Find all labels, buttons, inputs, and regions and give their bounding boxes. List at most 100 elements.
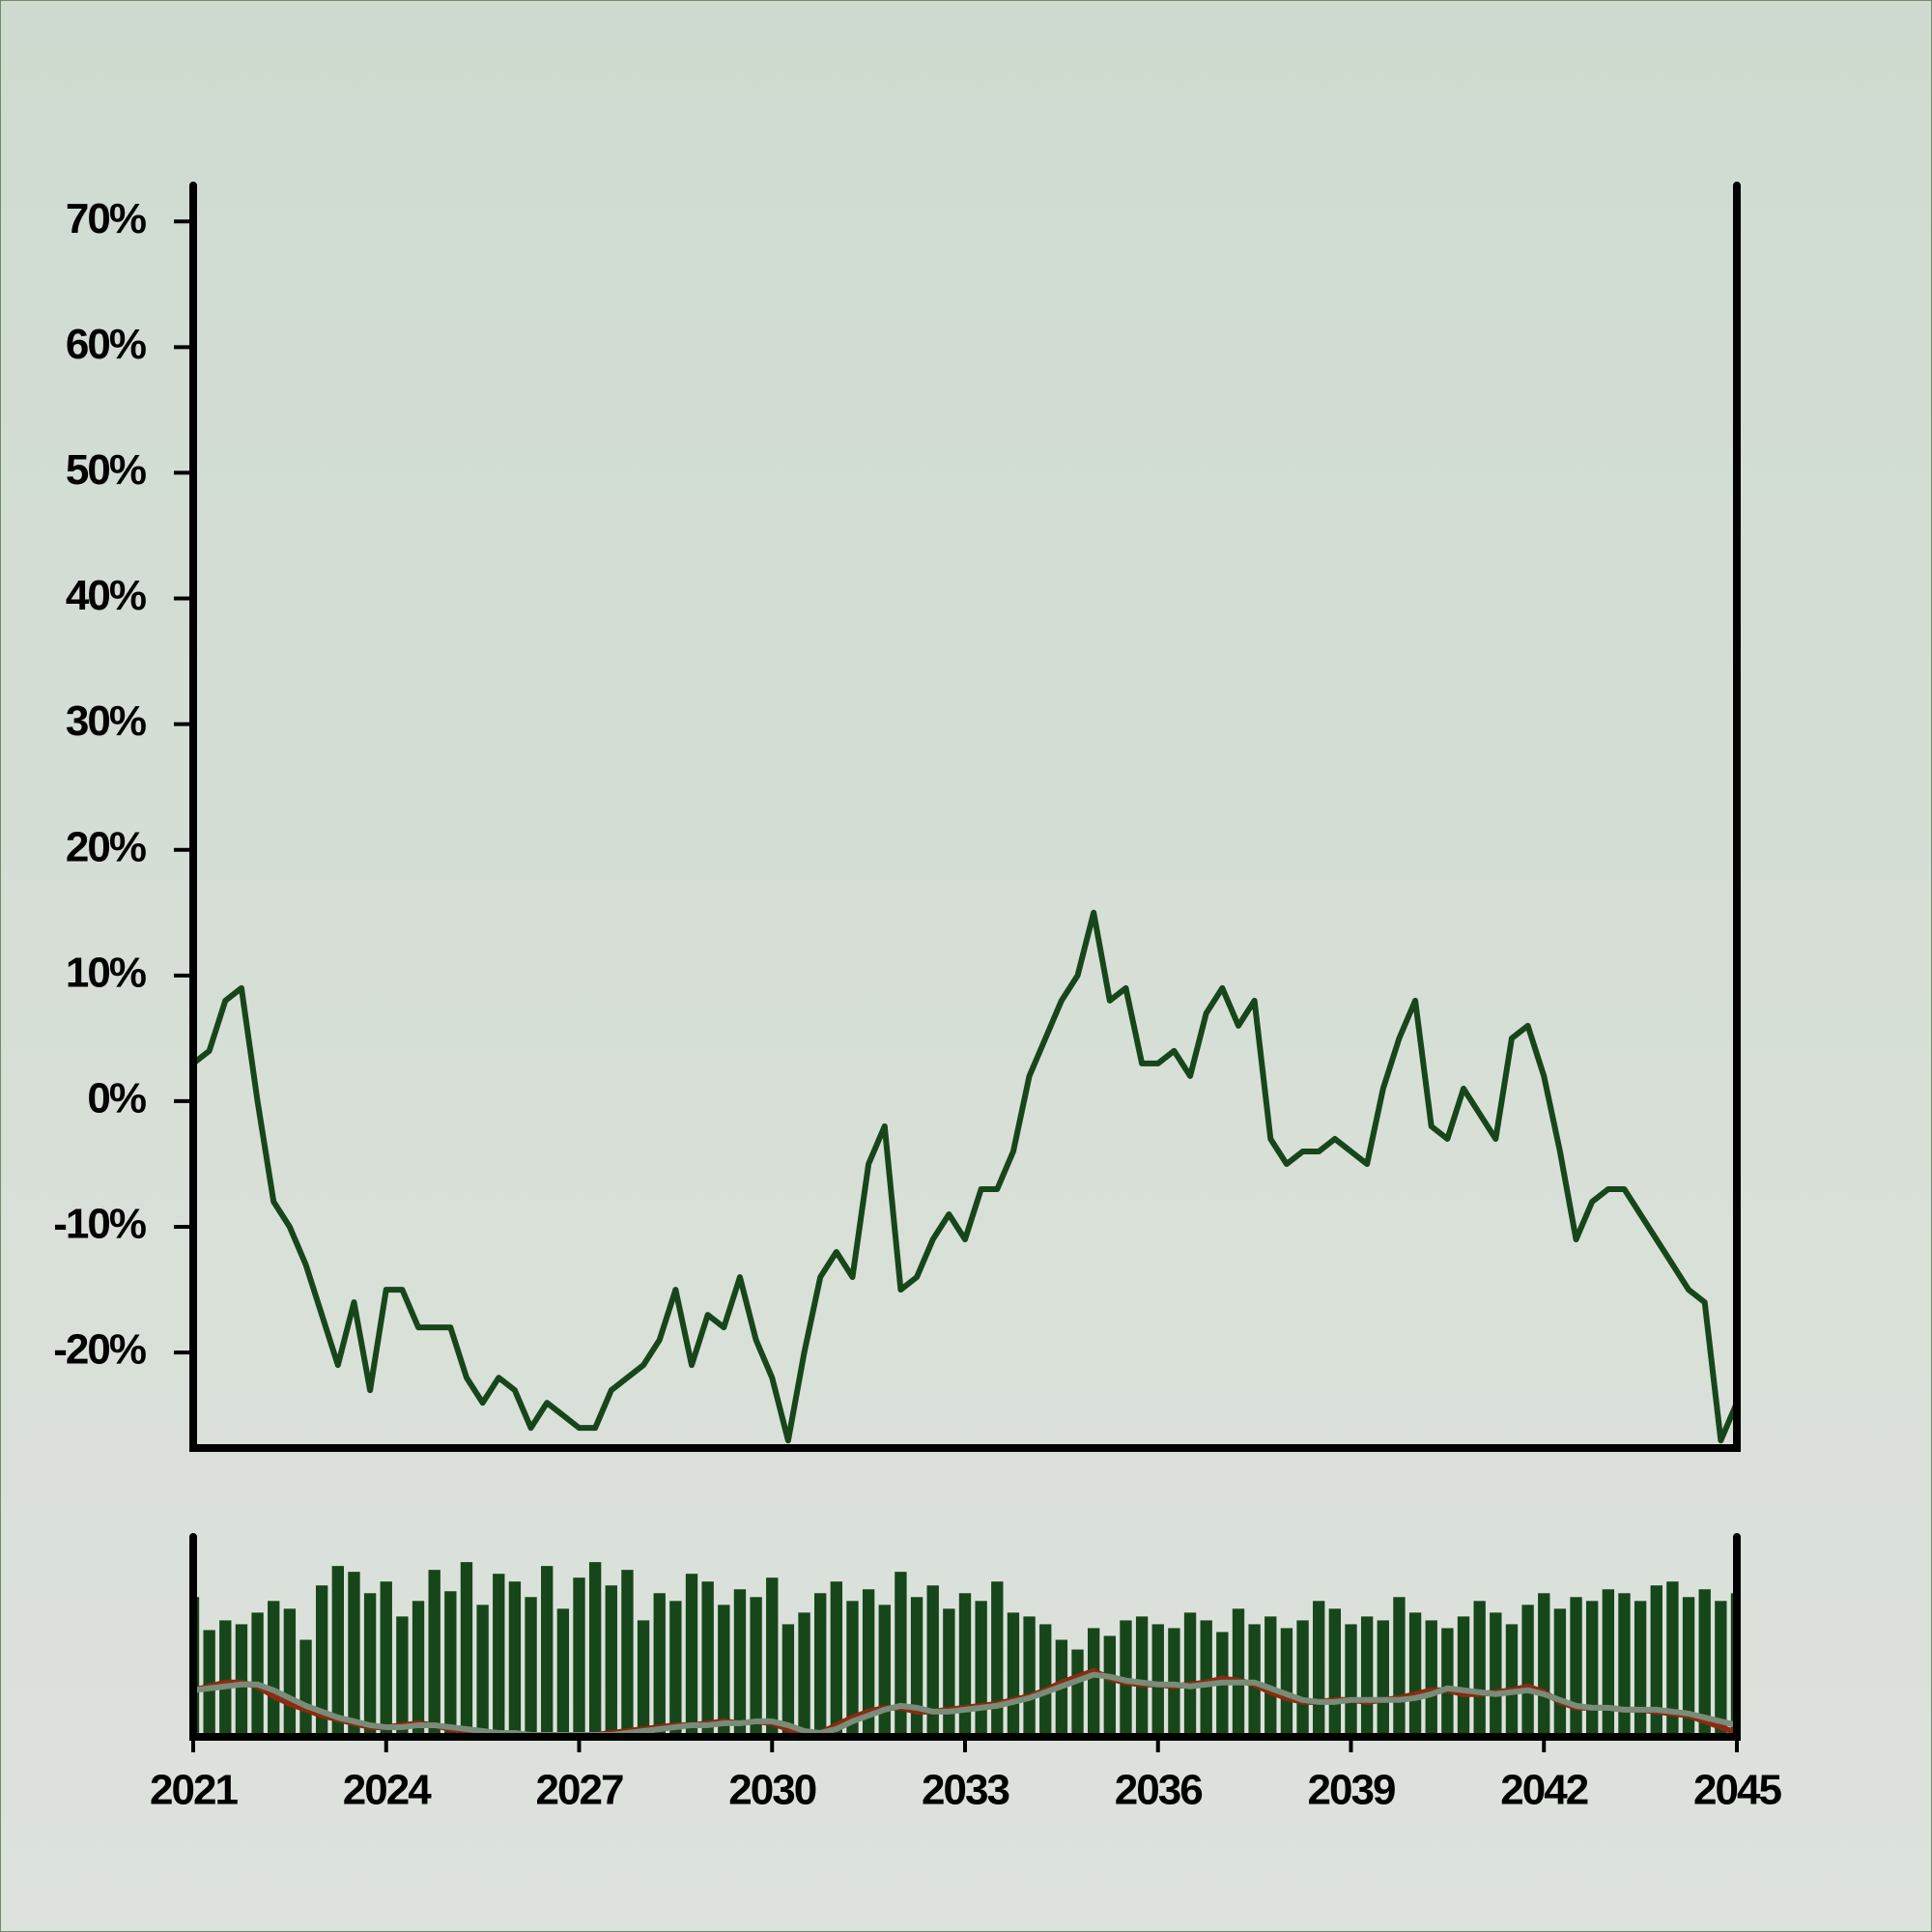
bar [701, 1581, 714, 1737]
y-tick-label: -10% [53, 1201, 146, 1248]
bar [895, 1572, 907, 1737]
bar [605, 1585, 617, 1737]
bar [315, 1585, 328, 1737]
bar [1441, 1628, 1454, 1737]
bar [1328, 1608, 1342, 1737]
bar [1618, 1593, 1631, 1737]
bar [251, 1612, 264, 1737]
bar [508, 1581, 522, 1737]
bar [460, 1562, 473, 1737]
bar [1473, 1601, 1486, 1737]
x-tick-label: 2033 [922, 1767, 1009, 1814]
bar [1039, 1624, 1052, 1737]
x-tick-label: 2024 [343, 1767, 432, 1814]
bar [556, 1608, 570, 1737]
bar [621, 1570, 634, 1737]
bar [588, 1562, 602, 1737]
bar [1360, 1616, 1374, 1737]
bar [1023, 1616, 1036, 1737]
bar [1457, 1616, 1470, 1737]
bar [283, 1608, 297, 1737]
bar [1553, 1608, 1567, 1737]
bar [1087, 1628, 1100, 1737]
bar [1586, 1601, 1599, 1737]
y-tick-label: 30% [66, 697, 146, 745]
bar [1103, 1635, 1116, 1737]
y-tick-label: 40% [66, 572, 146, 619]
line [193, 909, 1737, 1444]
bar [1183, 1612, 1197, 1737]
bar [685, 1574, 698, 1737]
bar [975, 1601, 987, 1737]
bar [331, 1566, 344, 1737]
y-tick-label: 50% [66, 446, 146, 494]
bar [1393, 1597, 1406, 1737]
bar [1232, 1608, 1245, 1737]
bar [412, 1601, 425, 1737]
bar [1200, 1620, 1212, 1737]
bar [444, 1591, 457, 1737]
bar [525, 1597, 537, 1737]
x-tick-label: 2036 [1115, 1767, 1202, 1814]
bar [1264, 1616, 1277, 1737]
bar [1425, 1620, 1437, 1737]
bar [1650, 1585, 1662, 1737]
bar [1135, 1616, 1149, 1737]
bar [958, 1593, 972, 1737]
x-tick-label: 2039 [1308, 1767, 1395, 1814]
bar [1715, 1601, 1727, 1737]
x-tick-label: 2030 [728, 1767, 815, 1814]
bar [766, 1577, 779, 1737]
y-tick-label: 70% [66, 195, 146, 242]
bar [1538, 1593, 1550, 1737]
bar [750, 1597, 762, 1737]
plot-area [193, 909, 1737, 1444]
bar [1408, 1612, 1422, 1737]
bar [1570, 1597, 1582, 1737]
bar [1296, 1620, 1309, 1737]
y-tick-label: 60% [66, 321, 146, 368]
bar [493, 1574, 505, 1737]
bar [1666, 1581, 1679, 1737]
bar [428, 1570, 440, 1737]
bar [1634, 1601, 1647, 1737]
x-tick-label: 2045 [1693, 1767, 1781, 1814]
bar [363, 1593, 377, 1737]
bar [814, 1593, 827, 1737]
bar [830, 1581, 843, 1737]
bar [1280, 1628, 1293, 1737]
bar [926, 1585, 939, 1737]
line [193, 1671, 1737, 1737]
bar [862, 1589, 875, 1737]
bar [669, 1601, 682, 1737]
y-tick-label: -20% [53, 1326, 146, 1374]
bar [1521, 1605, 1534, 1737]
bar [910, 1597, 923, 1737]
bar [1007, 1612, 1020, 1737]
bar [219, 1620, 232, 1737]
bar [733, 1589, 747, 1737]
bar [476, 1605, 489, 1737]
bar [1345, 1624, 1357, 1737]
bar [1505, 1624, 1519, 1737]
bar [396, 1616, 409, 1737]
bar [718, 1605, 730, 1737]
bar [1490, 1612, 1502, 1737]
y-tick-label: 10% [66, 949, 146, 996]
bar [846, 1601, 859, 1737]
x-tick-label: 2027 [536, 1767, 623, 1814]
x-tick-label: 2021 [150, 1767, 238, 1814]
bar [1602, 1589, 1615, 1737]
bar [1377, 1620, 1389, 1737]
bar [268, 1601, 280, 1737]
bar [1313, 1601, 1325, 1737]
bar [348, 1572, 360, 1737]
bar [878, 1605, 891, 1737]
bar [798, 1612, 810, 1737]
bar [637, 1620, 650, 1737]
bar [781, 1624, 795, 1737]
bar [1151, 1624, 1164, 1737]
bar [299, 1639, 312, 1737]
